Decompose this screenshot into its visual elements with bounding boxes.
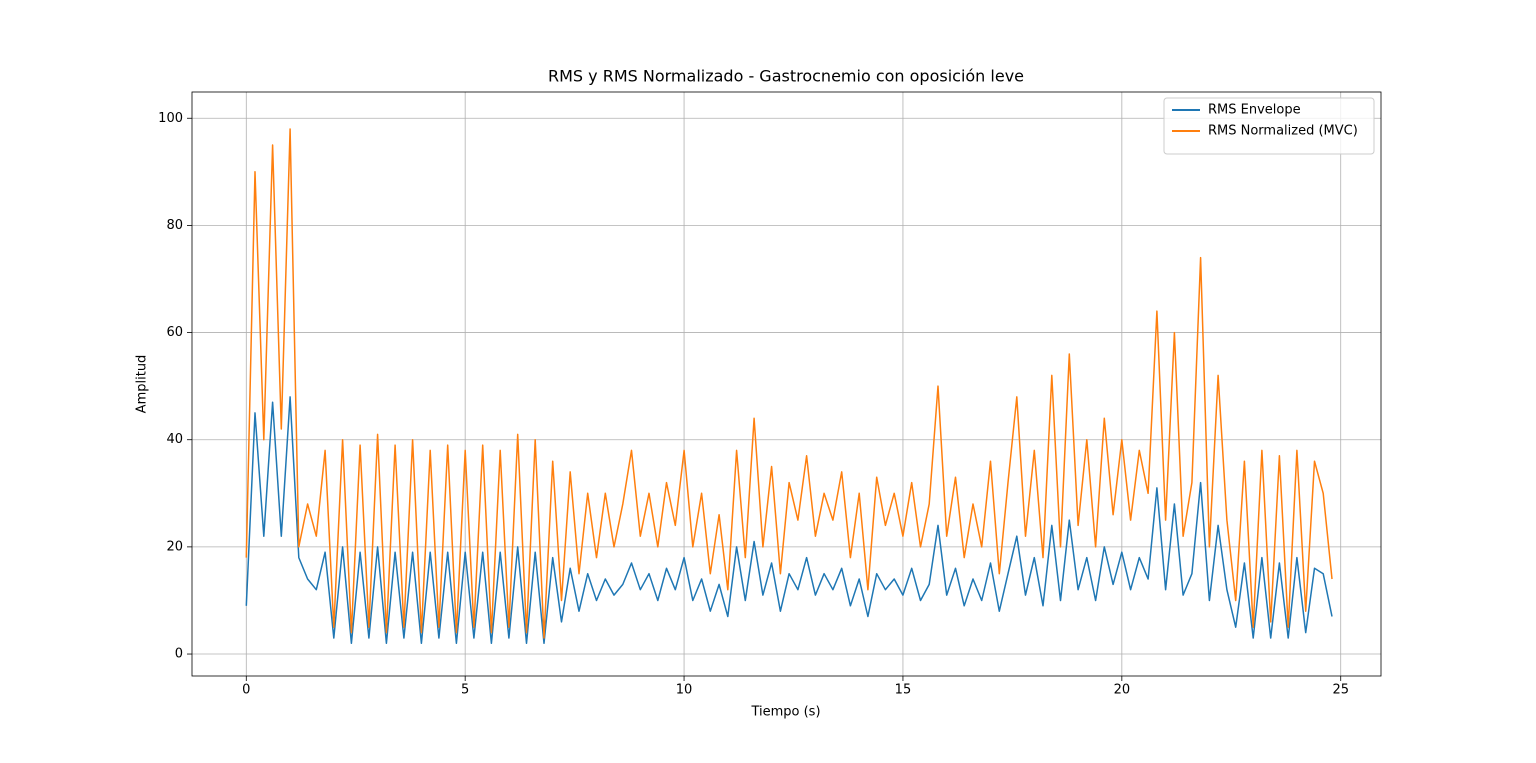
- y-axis-label: Amplitud: [135, 355, 150, 414]
- x-tick-label: 25: [1332, 683, 1349, 698]
- x-tick-label: 0: [242, 683, 250, 698]
- legend-label: RMS Normalized (MVC): [1208, 124, 1358, 139]
- data-line: [245, 396, 1333, 645]
- y-tick-label: 0: [175, 647, 183, 662]
- y-tick-label: 20: [166, 539, 183, 554]
- legend-box: [1163, 97, 1375, 155]
- chart-title: RMS y RMS Normalizado - Gastrocnemio con…: [548, 67, 1024, 86]
- plot-frame: [191, 91, 1382, 677]
- y-tick-label: 40: [166, 432, 183, 447]
- x-tick-label: 15: [895, 683, 912, 698]
- y-tick-label: 60: [166, 325, 183, 340]
- x-tick-label: 5: [461, 683, 469, 698]
- y-tick-label: 100: [158, 111, 183, 126]
- x-tick-label: 20: [1114, 683, 1131, 698]
- y-tick-label: 80: [166, 218, 183, 233]
- x-tick-label: 10: [676, 683, 693, 698]
- x-axis-label: Tiempo (s): [750, 705, 820, 720]
- legend-label: RMS Envelope: [1208, 103, 1301, 118]
- data-line: [245, 128, 1333, 639]
